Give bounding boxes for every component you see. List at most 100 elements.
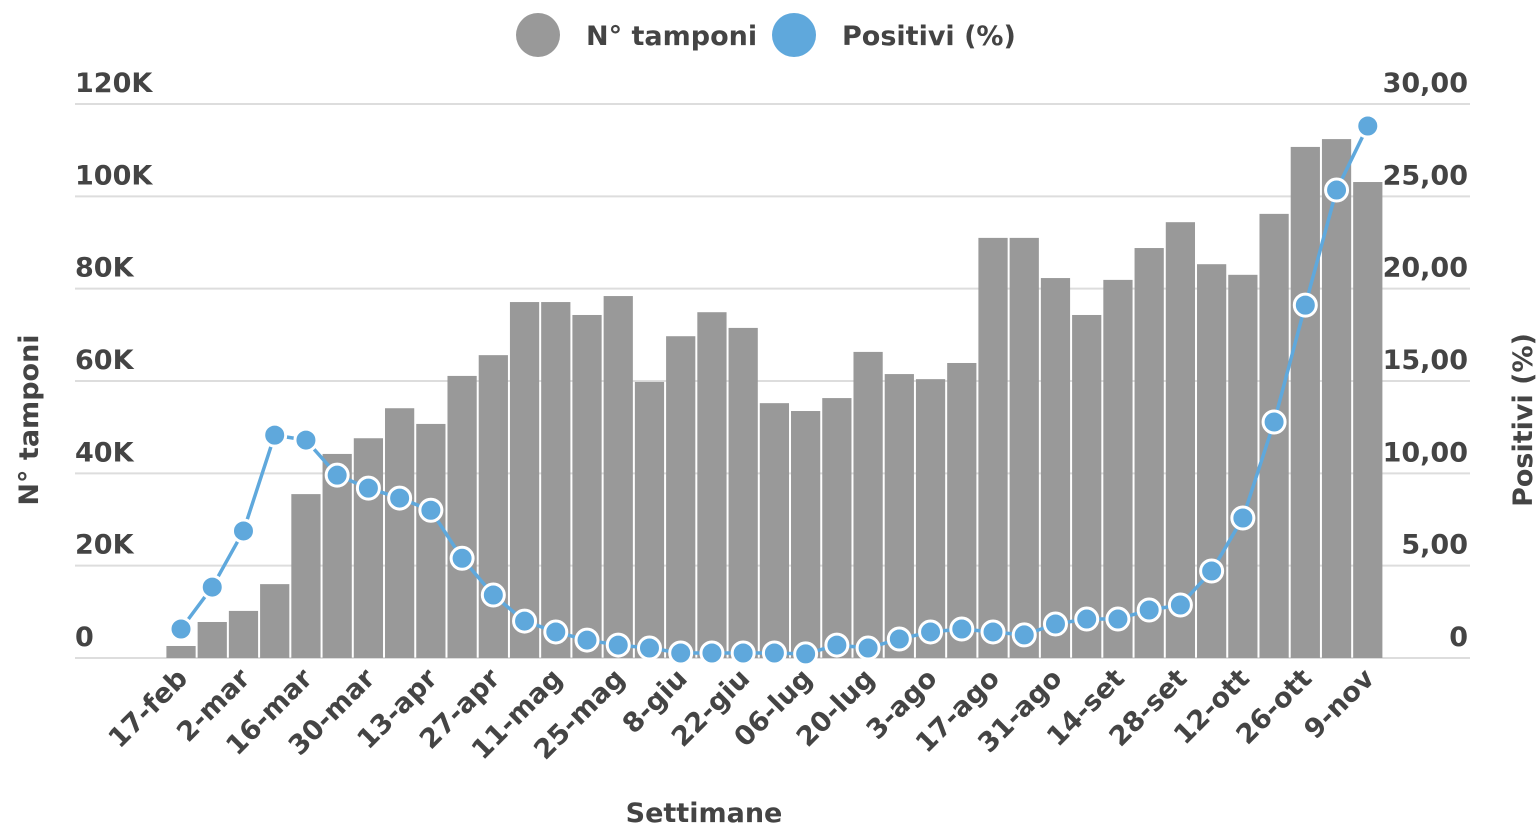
line-point — [1105, 606, 1131, 632]
bar — [759, 403, 790, 658]
legend-marker — [772, 13, 816, 57]
line-point — [918, 619, 944, 645]
line-point — [543, 619, 569, 645]
line-point — [355, 475, 381, 501]
x-tick-label: 9-nov — [1298, 663, 1381, 746]
bar — [541, 302, 571, 658]
line-point — [230, 518, 256, 544]
line-point — [480, 582, 506, 608]
y-tick-label: 40K — [75, 437, 135, 468]
bar — [915, 379, 946, 658]
bar — [228, 610, 259, 658]
bar — [1165, 222, 1196, 659]
bar — [509, 302, 540, 658]
bar — [322, 453, 352, 658]
legend-label: Positivi (%) — [842, 21, 1016, 52]
line-point — [1136, 597, 1162, 623]
line-point — [1199, 558, 1225, 584]
line-point — [855, 635, 881, 661]
legend-marker — [516, 13, 560, 57]
bar — [884, 374, 914, 658]
y2-tick-label: 20,00 — [1383, 253, 1468, 284]
y2-axis-title: Positivi (%) — [1508, 333, 1537, 507]
line-point — [824, 632, 850, 658]
line-point — [574, 627, 600, 653]
bar — [1259, 213, 1289, 659]
line-point — [449, 545, 475, 571]
bar — [166, 645, 196, 658]
bar — [478, 355, 508, 658]
bar — [697, 312, 727, 658]
line-point — [636, 635, 662, 661]
x-axis-title: Settimane — [626, 798, 783, 829]
bar — [260, 584, 290, 658]
bar — [634, 381, 665, 658]
bar — [1134, 248, 1164, 659]
y-tick-label: 20K — [75, 530, 135, 561]
line-point — [1324, 177, 1350, 203]
bar — [385, 408, 415, 658]
line-point — [1261, 409, 1287, 435]
line-point — [387, 485, 413, 511]
bar — [822, 398, 852, 658]
line-point — [1042, 611, 1068, 637]
line-point — [1292, 292, 1318, 318]
y-tick-label: 120K — [75, 68, 153, 99]
bar — [1228, 274, 1258, 658]
y2-tick-label: 10,00 — [1383, 437, 1468, 468]
line-point — [793, 641, 819, 667]
line-point — [1074, 606, 1100, 632]
line-point — [699, 640, 725, 666]
y2-tick-label: 30,00 — [1383, 68, 1468, 99]
x-tick-label: 17-feb — [103, 663, 194, 754]
bar — [728, 327, 758, 658]
bar — [1353, 182, 1383, 658]
line-point — [512, 608, 538, 634]
bar — [1040, 278, 1071, 658]
line-point — [761, 640, 787, 666]
y2-tick-label: 5,00 — [1401, 530, 1468, 561]
bar — [353, 438, 384, 658]
y-tick-label: 100K — [75, 160, 153, 191]
line-point — [1230, 505, 1256, 531]
y2-tick-label: 0 — [1449, 622, 1468, 653]
bar — [978, 237, 1008, 658]
line-point — [949, 616, 975, 642]
line-point — [886, 626, 912, 652]
line-point — [262, 422, 288, 448]
line-point — [980, 619, 1006, 645]
line-point — [293, 427, 319, 453]
line-point — [168, 616, 194, 642]
line-point — [1355, 113, 1381, 139]
bar — [1103, 279, 1133, 658]
line-point — [668, 640, 694, 666]
y-tick-label: 80K — [75, 253, 135, 284]
line-point — [199, 574, 225, 600]
line-point — [418, 497, 444, 523]
bar — [1290, 146, 1320, 658]
bar — [791, 411, 821, 658]
y2-tick-label: 15,00 — [1383, 345, 1468, 376]
y-tick-label: 60K — [75, 345, 135, 376]
line-point — [1167, 592, 1193, 618]
bar — [291, 494, 321, 658]
bar — [1009, 237, 1039, 658]
bar — [572, 314, 602, 658]
legend-label: N° tamponi — [586, 21, 757, 52]
bar — [603, 296, 633, 658]
bar — [197, 621, 227, 658]
bar — [1072, 314, 1102, 658]
y2-tick-label: 25,00 — [1383, 160, 1468, 191]
line-point — [605, 632, 631, 658]
bar — [1197, 264, 1227, 658]
y-axis-title: N° tamponi — [14, 334, 45, 505]
line-point — [730, 640, 756, 666]
y-tick-label: 0 — [75, 622, 94, 653]
bar — [666, 336, 696, 658]
bar — [1321, 139, 1352, 658]
bar — [447, 375, 477, 658]
line-point — [324, 462, 350, 488]
bar — [416, 423, 446, 658]
bar — [947, 362, 977, 658]
